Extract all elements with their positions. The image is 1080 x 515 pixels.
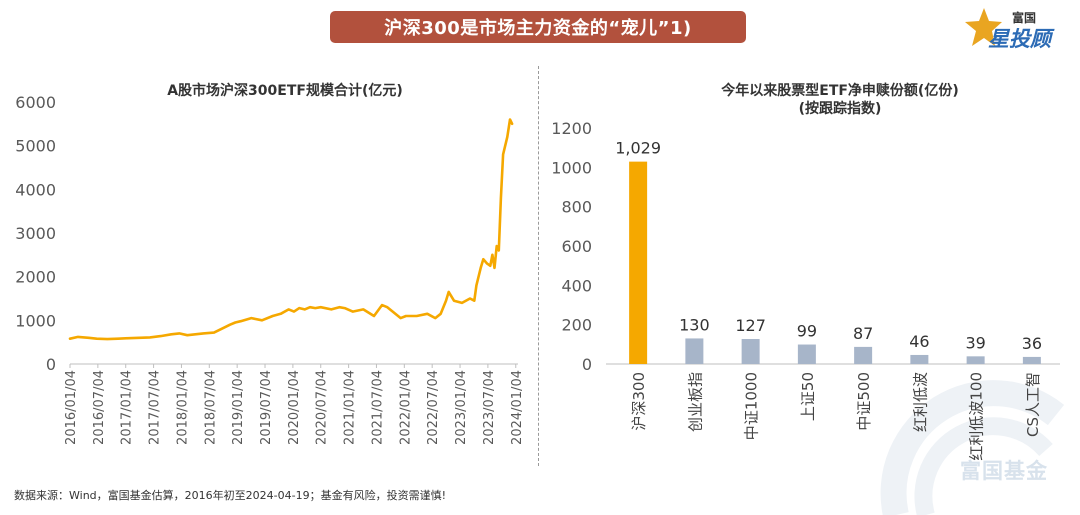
x-tick-label: 2019/07/04 xyxy=(259,370,274,445)
y-tick-label: 0 xyxy=(46,355,56,374)
bar-value-label: 87 xyxy=(853,324,873,343)
x-category-label: 上证50 xyxy=(799,372,817,421)
bar xyxy=(741,339,760,364)
bar-value-label: 127 xyxy=(735,316,766,335)
watermark-logo-icon xyxy=(880,380,1065,515)
bar-value-label: 99 xyxy=(797,322,817,341)
x-category-label: CS人工智 xyxy=(1024,372,1042,437)
y-tick-label: 400 xyxy=(561,276,592,295)
x-category-label: 沪深300 xyxy=(630,372,648,431)
x-tick-label: 2017/07/04 xyxy=(148,370,163,445)
x-category-label: 中证1000 xyxy=(743,372,761,440)
x-tick-label: 2020/07/04 xyxy=(315,370,330,445)
y-tick-label: 1000 xyxy=(15,311,56,330)
x-tick-label: 2020/01/04 xyxy=(287,370,302,445)
y-tick-label: 6000 xyxy=(15,93,56,112)
x-tick-label: 2016/07/04 xyxy=(92,370,107,445)
x-tick-label: 2022/07/04 xyxy=(426,370,441,445)
star-icon xyxy=(965,8,1002,46)
bar xyxy=(966,356,985,364)
x-tick-label: 2017/01/04 xyxy=(120,370,135,445)
bar xyxy=(854,346,873,364)
y-tick-label: 1000 xyxy=(551,158,592,177)
x-category-label: 红利低波100 xyxy=(968,372,986,461)
y-tick-label: 0 xyxy=(582,355,592,374)
x-tick-label: 2019/01/04 xyxy=(231,370,246,445)
bar-chart: 0 200 400 600 800 1000 1200 1,029 沪深300 130 创业板指 12… xyxy=(551,119,1060,461)
bar-value-label: 46 xyxy=(909,332,929,351)
y-tick-label: 5000 xyxy=(15,137,56,156)
left-chart-title: A股市场沪深300ETF规模合计(亿元) xyxy=(167,83,403,99)
x-tick-label: 2023/07/04 xyxy=(482,370,497,445)
y-tick-label: 600 xyxy=(561,237,592,256)
watermark-text: 富国基金 xyxy=(960,459,1048,483)
brand-logo: 富国 星投顾 xyxy=(962,6,1072,52)
bar xyxy=(910,354,929,364)
bar-value-label: 130 xyxy=(679,315,710,334)
x-category-label: 创业板指 xyxy=(686,372,704,432)
bar xyxy=(629,161,648,364)
x-tick-label: 2021/01/04 xyxy=(343,370,358,445)
series-line xyxy=(68,118,514,341)
x-tick-label: 2016/01/04 xyxy=(64,370,79,445)
x-category-label: 中证500 xyxy=(855,372,873,431)
x-tick-label: 2018/01/04 xyxy=(175,370,190,445)
right-chart-title: 今年以来股票型ETF净申赎份额(亿份) xyxy=(721,83,959,99)
bar xyxy=(1022,356,1041,364)
bar xyxy=(685,338,704,364)
headline-banner: 沪深300是市场主力资金的“宠儿”1) xyxy=(330,11,746,43)
x-tick-label: 2021/07/04 xyxy=(370,370,385,445)
y-tick-label: 2000 xyxy=(15,268,56,287)
headline-text: 沪深300是市场主力资金的“宠儿”1) xyxy=(384,18,692,39)
logo-top-text: 富国 xyxy=(1012,11,1037,25)
y-tick-label: 1200 xyxy=(551,119,592,138)
bar-value-label: 39 xyxy=(965,333,985,352)
line-chart: 0 1000 2000 3000 4000 5000 6000 2016/01/04 2016/… xyxy=(15,93,525,445)
y-tick-label: 200 xyxy=(561,316,592,335)
x-tick-label: 2018/07/04 xyxy=(203,370,218,445)
y-tick-label: 4000 xyxy=(15,180,56,199)
x-tick-label: 2023/01/04 xyxy=(454,370,469,445)
source-footnote: 数据来源：Wind，富国基金估算，2016年初至2024-04-19；基金有风险… xyxy=(14,489,446,502)
x-category-label: 红利低波 xyxy=(911,372,929,432)
y-tick-label: 3000 xyxy=(15,224,56,243)
y-tick-label: 800 xyxy=(561,198,592,217)
right-chart-subtitle: (按跟踪指数) xyxy=(798,101,882,117)
bar-value-label: 1,029 xyxy=(615,139,661,158)
x-tick-label: 2024/01/04 xyxy=(510,370,525,445)
logo-main-text: 星投顾 xyxy=(988,27,1051,51)
chart-divider xyxy=(538,66,539,466)
bar-value-label: 36 xyxy=(1022,334,1042,353)
x-tick-label: 2022/01/04 xyxy=(398,370,413,445)
bar xyxy=(797,344,816,364)
